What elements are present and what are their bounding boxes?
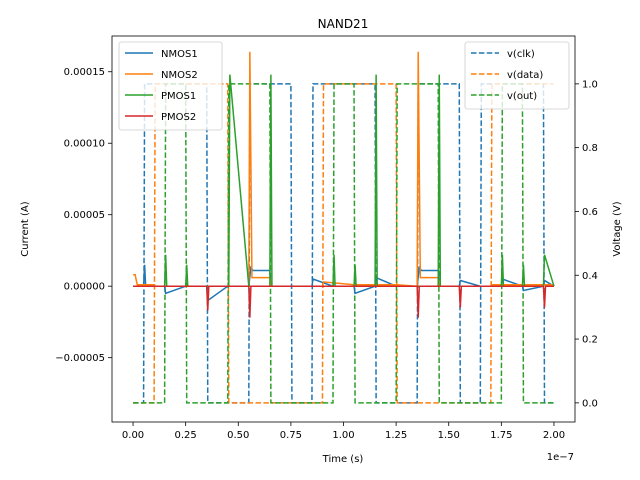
x-offset-label: 1e−7 xyxy=(547,452,574,463)
x-tick-label: 0.25 xyxy=(175,430,197,441)
x-tick-label: 1.25 xyxy=(385,430,407,441)
legend-label-v-clk: v(clk) xyxy=(507,49,535,60)
plot-area xyxy=(133,51,555,404)
legend-label-pmos2: PMOS2 xyxy=(161,112,196,123)
y-axis-left-label: Current (A) xyxy=(20,201,31,256)
y-axis-right-label: Voltage (V) xyxy=(612,201,623,256)
x-axis: 0.00 0.25 0.50 0.75 1.00 1.25 1.50 1.75 2.00 xyxy=(122,422,565,441)
series-group xyxy=(133,51,555,404)
y-left-tick-label: 0.00005 xyxy=(64,210,105,221)
y-left-tick-label: 0.00015 xyxy=(64,67,105,78)
y-axis-left: −0.00005 0.00000 0.00005 0.00010 0.00015 xyxy=(55,67,112,364)
x-tick-label: 0.50 xyxy=(227,430,249,441)
legend-box xyxy=(118,41,223,131)
legend-label-nmos1: NMOS1 xyxy=(161,49,198,60)
y-right-tick-label: 0.6 xyxy=(582,207,598,218)
y-left-tick-label: 0.00010 xyxy=(64,139,105,150)
series-current-pmos2 xyxy=(133,285,554,318)
legend-right: v(clk) v(data) v(out) xyxy=(464,41,570,110)
x-tick-label: 0.00 xyxy=(122,430,144,441)
legend-label-pmos1: PMOS1 xyxy=(161,91,196,102)
legend-box xyxy=(464,41,570,110)
legend-label-v-data: v(data) xyxy=(507,70,543,81)
y-axis-right: 0.0 0.2 0.4 0.6 0.8 1.0 xyxy=(575,79,598,409)
y-left-tick-label: −0.00005 xyxy=(55,353,105,364)
legend-label-v-out: v(out) xyxy=(507,91,537,102)
y-right-tick-label: 0.4 xyxy=(582,271,598,282)
series-voltage-v-clk xyxy=(133,83,554,404)
x-tick-label: 1.75 xyxy=(490,430,512,441)
legend-left: NMOS1 NMOS2 PMOS1 PMOS2 xyxy=(118,41,223,131)
x-tick-label: 1.50 xyxy=(438,430,460,441)
series-voltage-v-data xyxy=(133,83,554,404)
y-right-tick-label: 1.0 xyxy=(582,79,598,90)
y-right-tick-label: 0.0 xyxy=(582,398,598,409)
y-right-tick-label: 0.8 xyxy=(582,143,598,154)
series-voltage-v-out xyxy=(133,83,554,404)
x-axis-label: Time (s) xyxy=(322,454,364,465)
legend-label-nmos2: NMOS2 xyxy=(161,70,198,81)
x-tick-label: 2.00 xyxy=(543,430,565,441)
y-left-tick-label: 0.00000 xyxy=(64,282,105,293)
y-right-tick-label: 0.2 xyxy=(582,335,598,346)
chart-title: NAND21 xyxy=(318,17,369,31)
x-tick-label: 0.75 xyxy=(280,430,302,441)
x-tick-label: 1.00 xyxy=(332,430,354,441)
